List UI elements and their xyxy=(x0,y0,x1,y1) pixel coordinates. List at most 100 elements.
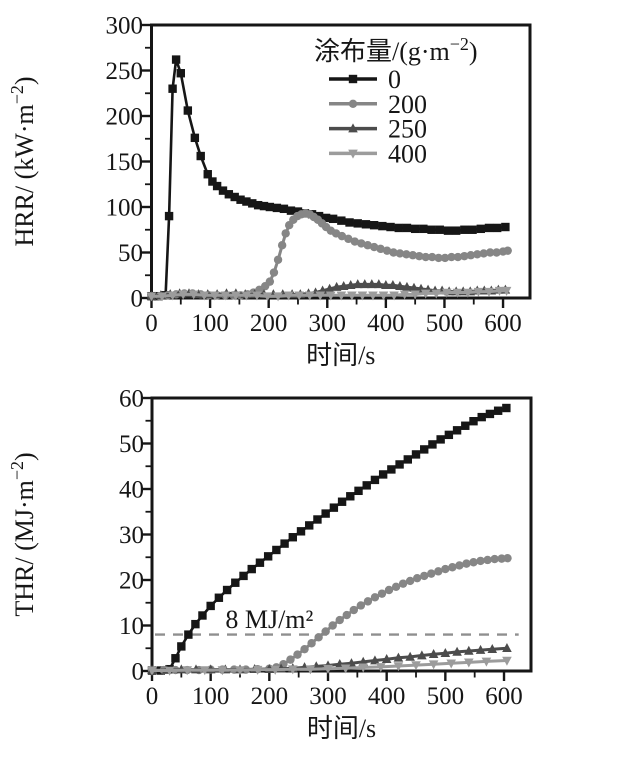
series-marker xyxy=(487,643,498,653)
series-marker xyxy=(286,206,296,215)
series-marker xyxy=(399,290,410,300)
series-marker xyxy=(453,252,463,262)
series-marker xyxy=(378,291,389,301)
series-marker xyxy=(493,406,503,415)
series-marker xyxy=(448,563,457,572)
series-marker xyxy=(304,291,315,301)
series-marker xyxy=(178,290,188,300)
series-marker xyxy=(337,216,346,225)
series-marker xyxy=(315,291,326,301)
hrr-chart-figure: 0 100 200 300 400 500 600 0 50 100 150 200 250 300 时间/… xyxy=(7,13,532,370)
series-marker xyxy=(347,291,357,301)
series-marker xyxy=(370,475,380,485)
series-marker xyxy=(344,234,353,244)
series-marker xyxy=(176,69,185,78)
series-marker xyxy=(196,151,205,161)
series-marker xyxy=(378,470,388,479)
series-marker xyxy=(408,251,418,260)
y-axis-tick-label: 0 xyxy=(131,286,144,313)
series-marker xyxy=(440,648,451,658)
series-marker xyxy=(464,645,474,655)
series-marker xyxy=(239,571,248,581)
series-marker xyxy=(338,280,349,290)
series-marker xyxy=(231,578,240,587)
series-marker xyxy=(350,237,360,246)
series-marker xyxy=(348,123,358,133)
series-marker xyxy=(321,213,331,223)
x-axis-title: 时间/s xyxy=(307,714,376,743)
series-marker xyxy=(469,417,478,426)
series-marker xyxy=(356,601,366,610)
series-marker xyxy=(265,277,275,286)
series-marker xyxy=(441,564,450,574)
series-marker xyxy=(288,533,298,542)
series-marker xyxy=(405,576,415,586)
series-marker xyxy=(348,99,358,109)
legend-title: 涂布量/(g·m−2) xyxy=(314,34,478,66)
series-marker xyxy=(503,246,512,255)
series-marker xyxy=(411,450,421,459)
series-marker xyxy=(273,255,283,264)
thr-chart-figure: 0 100 200 300 400 500 600 0 10 20 30 40 50 60 时间/s THR/… xyxy=(0,380,620,757)
series-marker xyxy=(321,509,330,518)
series-marker xyxy=(353,219,362,228)
series-marker xyxy=(452,426,462,435)
series-marker xyxy=(336,291,347,301)
series-marker xyxy=(468,225,477,234)
series-marker xyxy=(354,486,363,496)
series-marker xyxy=(395,460,404,469)
series-marker xyxy=(358,663,369,673)
series-marker xyxy=(171,654,180,663)
series-marker xyxy=(427,252,437,262)
series-marker xyxy=(200,666,210,676)
series-marker xyxy=(369,221,379,230)
series-marker xyxy=(242,197,251,206)
series-marker xyxy=(300,644,309,654)
y-axis-tick-label: 300 xyxy=(106,13,144,40)
series-marker xyxy=(363,241,372,250)
series-marker xyxy=(405,651,415,661)
series-marker xyxy=(402,281,412,291)
series-marker xyxy=(384,585,394,595)
series-marker xyxy=(220,291,231,301)
series-marker xyxy=(265,202,275,212)
series-marker xyxy=(293,207,303,216)
y-axis-tick-label: 50 xyxy=(118,240,143,267)
axis-ticks xyxy=(141,23,505,308)
series-marker xyxy=(494,286,505,296)
legend-item-label: 0 xyxy=(388,65,401,94)
series-marker xyxy=(436,435,445,444)
series-marker xyxy=(362,481,371,490)
series-marker xyxy=(442,288,452,298)
series-marker xyxy=(409,282,419,292)
series-marker xyxy=(361,220,371,229)
series-marker xyxy=(417,650,427,660)
series-marker xyxy=(288,665,298,675)
series-marker xyxy=(280,539,289,548)
series-marker xyxy=(348,149,358,159)
series-marker xyxy=(469,558,478,567)
series-marker xyxy=(342,610,351,620)
series-marker xyxy=(307,639,316,648)
series-marker xyxy=(501,286,512,296)
series-marker xyxy=(462,559,471,568)
series-marker xyxy=(502,656,512,666)
legend-item-250: 250 xyxy=(329,115,427,144)
y-axis-tick-label: 50 xyxy=(119,431,144,458)
series-marker xyxy=(340,664,351,674)
series-marker xyxy=(199,291,210,301)
series-marker xyxy=(485,248,495,257)
series-marker xyxy=(357,291,368,301)
series-marker xyxy=(398,579,408,588)
series-marker xyxy=(358,656,369,666)
series-marker xyxy=(377,589,387,598)
series-marker xyxy=(502,643,512,653)
series-marker xyxy=(313,515,322,524)
y-axis-tick-label: 60 xyxy=(119,386,144,413)
series-marker xyxy=(259,201,269,211)
series-marker xyxy=(368,291,378,301)
series-marker xyxy=(325,291,336,301)
legend-item-label: 200 xyxy=(388,90,427,119)
y-axis-tick-label: 0 xyxy=(132,659,145,686)
